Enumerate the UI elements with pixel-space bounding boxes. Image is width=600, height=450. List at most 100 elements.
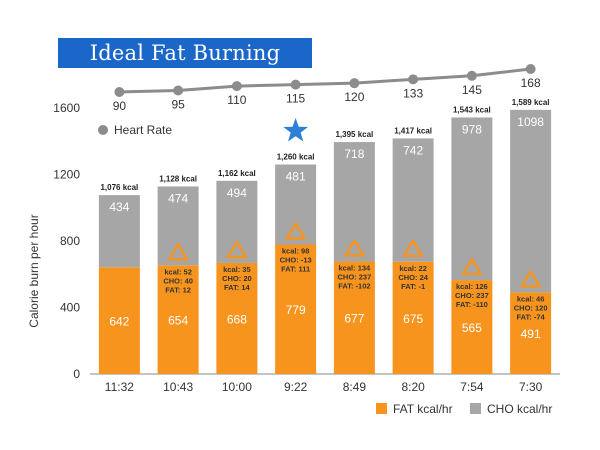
annotation-text: FAT: 111 xyxy=(281,264,310,273)
heart-rate-label: 120 xyxy=(344,90,364,104)
annotation-text: kcal: 126 xyxy=(456,282,488,291)
y-tick-label: 1200 xyxy=(53,168,80,182)
warning-triangle-icon xyxy=(520,270,541,288)
warning-triangle-icon xyxy=(461,257,483,276)
bar-fat xyxy=(333,261,375,374)
warning-triangle-icon xyxy=(285,222,306,240)
heart-rate-point xyxy=(466,70,477,81)
annotation-text: kcal: 22 xyxy=(399,264,427,273)
cho-value-label: 742 xyxy=(403,143,423,157)
fat-value-label: 675 xyxy=(403,312,423,326)
y-tick-label: 0 xyxy=(73,367,80,381)
heart-rate-point xyxy=(290,79,301,90)
x-tick-label: 9:22 xyxy=(284,380,308,394)
star-icon xyxy=(283,118,308,142)
heart-rate-point xyxy=(525,64,536,74)
x-tick-label: 8:49 xyxy=(343,380,367,394)
annotation-text: CHO: 237 xyxy=(455,291,489,300)
cho-value-label: 494 xyxy=(227,186,247,200)
fat-value-label: 779 xyxy=(286,303,306,317)
warning-triangle-icon xyxy=(226,240,248,259)
x-tick-label: 7:30 xyxy=(519,380,543,394)
legend-swatch-fat xyxy=(376,403,387,414)
total-label: 1,162 kcal xyxy=(218,169,256,178)
fat-value-label: 565 xyxy=(462,321,482,335)
annotation-text: CHO: 120 xyxy=(514,303,548,312)
annotation-text: FAT: -110 xyxy=(456,300,488,309)
bar-cho xyxy=(157,186,199,266)
total-label: 1,589 kcal xyxy=(512,98,550,107)
total-label: 1,128 kcal xyxy=(159,174,197,183)
heart-rate-point xyxy=(231,81,242,92)
heart-rate-label: 115 xyxy=(286,92,305,106)
legend-label-cho: CHO kcal/hr xyxy=(487,402,552,416)
y-tick-label: 400 xyxy=(60,301,80,315)
annotation-text: kcal: 98 xyxy=(282,246,310,255)
chart-title: Ideal Fat Burning Zones xyxy=(58,38,312,95)
annotation-text: CHO: 24 xyxy=(398,273,428,282)
annotation-text: kcal: 134 xyxy=(339,263,372,272)
x-tick-label: 8:20 xyxy=(401,380,425,394)
bar-fat xyxy=(275,244,317,374)
y-tick-label: 1600 xyxy=(53,101,80,115)
heart-rate-point xyxy=(349,78,360,89)
heart-rate-line xyxy=(119,67,531,94)
x-tick-label: 7:54 xyxy=(460,380,484,394)
bar-fat xyxy=(157,265,199,374)
bar-fat xyxy=(451,280,493,374)
annotation-text: FAT: -102 xyxy=(338,281,370,290)
x-tick-label: 10:00 xyxy=(222,380,252,394)
heart-rate-label: 145 xyxy=(462,83,482,97)
cho-value-label: 481 xyxy=(286,170,306,184)
annotation-text: kcal: 52 xyxy=(164,267,192,276)
heart-rate-point xyxy=(114,87,125,97)
cho-value-label: 1098 xyxy=(517,115,544,129)
total-label: 1,260 kcal xyxy=(277,153,315,162)
annotation-text: kcal: 46 xyxy=(517,294,545,303)
cho-value-label: 474 xyxy=(168,191,188,205)
bar-fat xyxy=(98,267,140,374)
bar-fat xyxy=(392,261,434,374)
legend-swatch-cho xyxy=(470,403,481,414)
y-tick-label: 800 xyxy=(60,234,80,248)
heart-rate-label: 90 xyxy=(113,99,127,113)
total-label: 1,395 kcal xyxy=(335,130,373,139)
bar-fat xyxy=(510,292,552,374)
heart-rate-point xyxy=(173,85,184,96)
total-label: 1,543 kcal xyxy=(453,105,491,114)
warning-triangle-icon xyxy=(344,239,365,257)
bar-cho xyxy=(510,109,552,293)
bar-cho xyxy=(451,117,493,281)
fat-value-label: 677 xyxy=(344,312,364,326)
heart-rate-legend-label: Heart Rate xyxy=(114,123,172,137)
fat-value-label: 654 xyxy=(168,314,188,328)
annotation-text: FAT: 14 xyxy=(224,283,251,292)
x-tick-label: 11:32 xyxy=(105,380,134,394)
heart-rate-label: 110 xyxy=(227,93,246,107)
bar-cho xyxy=(275,164,317,245)
cho-value-label: 434 xyxy=(109,200,129,214)
fat-value-label: 491 xyxy=(521,327,541,341)
warning-triangle-icon xyxy=(402,239,424,257)
total-label: 1,417 kcal xyxy=(394,126,432,135)
fat-value-label: 642 xyxy=(109,315,129,329)
heart-rate-label: 168 xyxy=(521,76,541,90)
heart-rate-legend-marker xyxy=(98,125,108,135)
heart-rate-label: 95 xyxy=(171,98,185,112)
annotation-text: FAT: -1 xyxy=(401,282,425,291)
y-axis-label: Calorie burn per hour xyxy=(27,214,41,327)
bar-cho xyxy=(216,180,258,263)
total-label: 1,076 kcal xyxy=(100,183,138,192)
bar-fat xyxy=(216,262,258,374)
warning-triangle-icon xyxy=(167,243,189,261)
annotation-text: CHO: 237 xyxy=(337,272,371,281)
annotation-text: CHO: -13 xyxy=(280,255,312,264)
legend-label-fat: FAT kcal/hr xyxy=(393,402,453,416)
heart-rate-label: 133 xyxy=(403,86,423,100)
annotation-text: CHO: 20 xyxy=(222,274,252,283)
annotation-text: CHO: 40 xyxy=(163,276,193,285)
bar-cho xyxy=(98,195,140,268)
annotation-text: FAT: -74 xyxy=(517,312,546,321)
fat-value-label: 668 xyxy=(227,312,247,326)
annotation-text: kcal: 35 xyxy=(223,265,251,274)
